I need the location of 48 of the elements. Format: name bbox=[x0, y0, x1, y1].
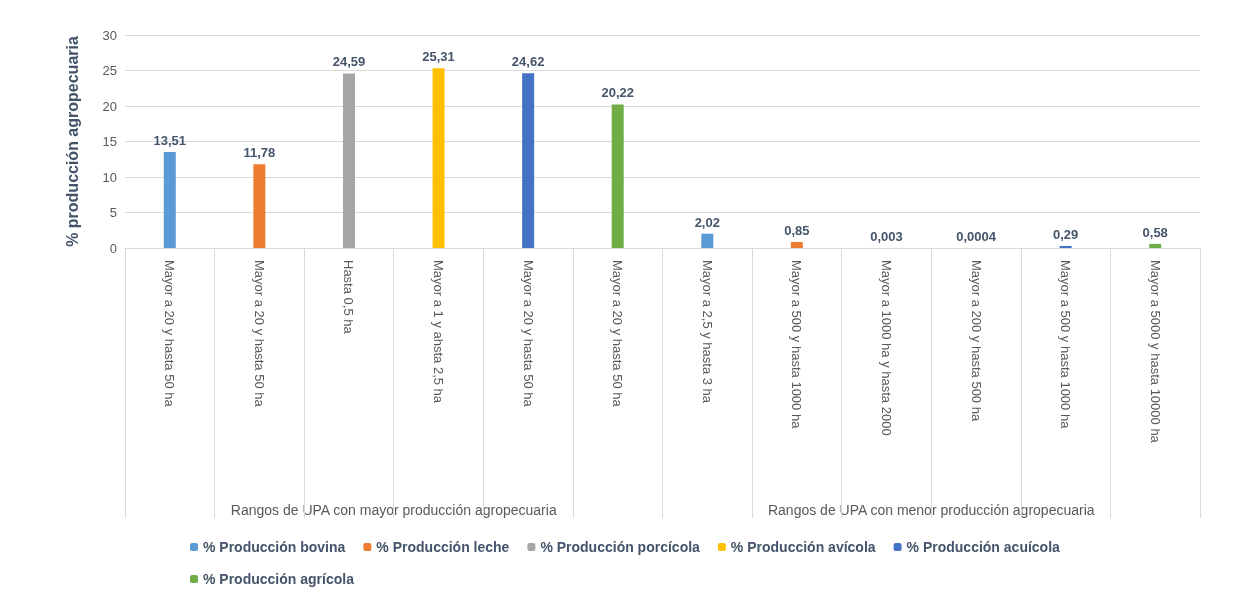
x-tick-label: Mayor a 1 y ahsta 2,5 ha bbox=[431, 260, 447, 404]
legend-label: % Producción acuícola bbox=[906, 539, 1061, 555]
legend-label: % Producción avícola bbox=[730, 539, 876, 555]
x-tick-label: Mayor a 500 y hasta 1000 ha bbox=[1058, 260, 1074, 430]
y-tick-label: 5 bbox=[109, 205, 117, 220]
data-label: 0,0004 bbox=[956, 229, 997, 244]
x-tick-label: Mayor a 20 y hasta 50 ha bbox=[610, 260, 626, 408]
bar bbox=[163, 152, 176, 248]
bar bbox=[1059, 245, 1072, 248]
x-tick-label: Mayor a 2,5 y hasta 3 ha bbox=[699, 260, 715, 404]
bar bbox=[432, 68, 445, 248]
legend-label: % Producción leche bbox=[376, 539, 510, 555]
x-tick-label: Mayor a 20 y hasta 50 ha bbox=[162, 260, 178, 408]
y-tick-label: 25 bbox=[102, 63, 117, 78]
bar bbox=[611, 104, 624, 248]
data-label: 0,85 bbox=[784, 222, 810, 238]
y-tick-label: 0 bbox=[109, 240, 117, 256]
data-label: 0,003 bbox=[870, 228, 903, 244]
y-tick-label: 15 bbox=[102, 134, 117, 149]
legend-label: % Producción agrícola bbox=[203, 571, 355, 587]
data-label: 0,58 bbox=[1142, 224, 1168, 240]
data-label: 24,59 bbox=[332, 54, 366, 70]
data-label: 20,22 bbox=[601, 85, 634, 101]
y-tick-label: 30 bbox=[102, 27, 117, 43]
legend-label: % Producción bovina bbox=[203, 539, 346, 555]
data-label: 0,29 bbox=[1052, 226, 1079, 242]
bar bbox=[790, 241, 803, 248]
data-label: 11,78 bbox=[243, 145, 276, 161]
y-axis-title: % producción agropecuaria bbox=[63, 36, 81, 247]
data-label: 13,51 bbox=[153, 133, 187, 149]
x-tick-label: Mayor a 5000 y hasta 10000 ha bbox=[1147, 260, 1163, 444]
data-label: 2,02 bbox=[694, 214, 720, 230]
y-tick-label: 20 bbox=[102, 98, 117, 114]
bar bbox=[253, 164, 266, 248]
bar bbox=[342, 73, 355, 248]
data-label: 24,62 bbox=[511, 54, 545, 70]
y-tick-label: 10 bbox=[102, 169, 117, 185]
x-tick-label: Mayor a 20 y hasta 50 ha bbox=[520, 260, 536, 408]
bar bbox=[522, 73, 535, 248]
bar bbox=[701, 233, 714, 248]
x-tick-label: Mayor a 1000 ha y hasta 2000 bbox=[878, 260, 894, 436]
data-label: 25,31 bbox=[422, 49, 455, 65]
bar bbox=[1149, 243, 1162, 248]
x-tick-label: Mayor a 20 y hasta 50 ha bbox=[251, 260, 267, 408]
x-tick-label: Mayor a 200 y hasta 500 ha bbox=[968, 260, 984, 422]
legend-label: % Producción porcícola bbox=[540, 539, 701, 555]
x-tick-label: Mayor a 500 y hasta 1000 ha bbox=[789, 260, 805, 430]
x-tick-label: Hasta 0,5 ha bbox=[341, 260, 357, 335]
